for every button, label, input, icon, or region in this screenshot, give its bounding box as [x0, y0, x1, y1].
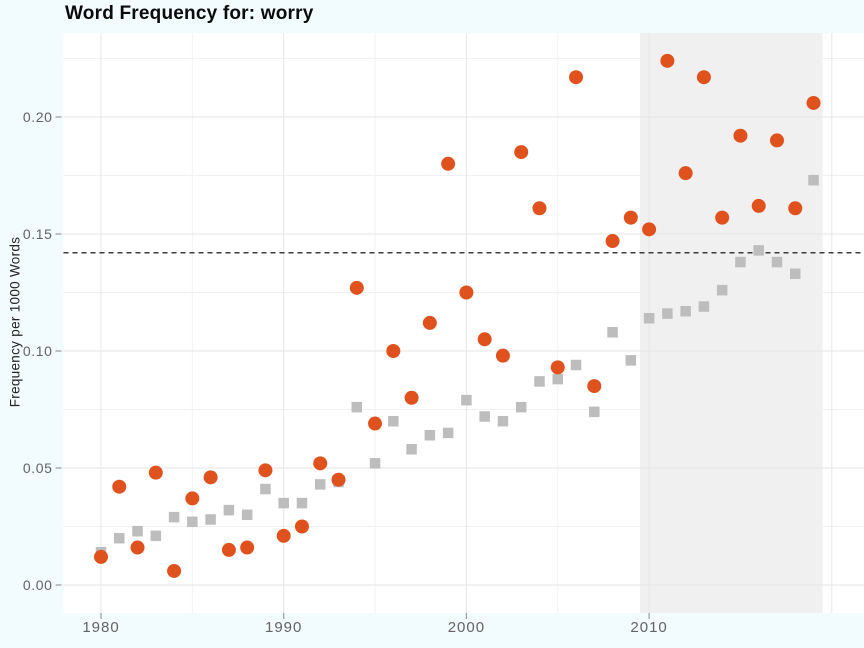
orange-circle-point [404, 390, 419, 405]
gray-square-point [132, 525, 143, 537]
orange-circle-point [185, 491, 200, 506]
y-tick-label: 0.15 [23, 226, 53, 242]
gray-square-point [351, 401, 363, 413]
orange-circle-point [696, 70, 711, 85]
orange-circle-point [258, 463, 273, 478]
gray-square-point [150, 530, 162, 542]
x-tick-label: 1980 [82, 619, 119, 636]
orange-circle-point [495, 348, 510, 363]
orange-circle-point [422, 315, 437, 330]
orange-circle-point [240, 540, 255, 555]
orange-circle-point [715, 210, 730, 225]
gray-square-point [497, 415, 509, 427]
gray-square-point [698, 301, 710, 312]
orange-circle-point [587, 379, 602, 394]
orange-circle-point [550, 360, 565, 375]
gray-square-point [278, 497, 289, 509]
gray-square-point [625, 355, 637, 366]
gray-square-point [753, 245, 764, 256]
orange-circle-point [368, 416, 383, 431]
gray-square-point [534, 376, 545, 387]
orange-circle-point [203, 470, 218, 485]
gray-square-point [552, 373, 563, 385]
orange-circle-point [349, 280, 364, 295]
orange-circle-point [532, 201, 547, 216]
x-tick-label: 1990 [265, 619, 302, 636]
orange-circle-point [769, 133, 784, 148]
y-tick-label: 0.10 [23, 343, 53, 359]
orange-circle-point [294, 519, 309, 534]
gray-square-point [314, 479, 326, 490]
orange-circle-point [313, 456, 328, 471]
plot-panel [63, 33, 864, 613]
orange-circle-point [130, 540, 145, 555]
orange-circle-point [514, 145, 529, 160]
gray-square-point [241, 509, 253, 521]
orange-circle-point [477, 332, 492, 347]
orange-circle-point [605, 234, 620, 249]
gray-square-point [735, 256, 746, 268]
orange-circle-point [167, 563, 182, 578]
x-tick-label: 2000 [448, 619, 485, 636]
gray-square-point [461, 394, 472, 406]
gray-square-point [790, 268, 801, 280]
orange-circle-point [751, 198, 766, 213]
gray-square-point [369, 458, 381, 469]
gray-square-point [114, 532, 125, 544]
gray-square-point [680, 305, 691, 317]
y-tick-label: 0.20 [23, 109, 53, 125]
orange-circle-point [441, 156, 456, 171]
chart-title: Word Frequency for: worry [65, 3, 314, 24]
gray-square-point [771, 256, 783, 268]
shaded-region [639, 33, 823, 613]
gray-square-point [808, 174, 819, 186]
y-tick-label: 0.00 [23, 577, 53, 593]
gray-square-point [662, 308, 673, 319]
orange-circle-point [459, 285, 474, 300]
y-tick-label: 0.05 [23, 460, 53, 476]
gray-square-point [607, 327, 618, 338]
gray-square-point [406, 444, 417, 455]
gray-square-point [260, 483, 271, 495]
gray-square-point [388, 415, 399, 427]
gray-square-point [205, 514, 216, 525]
gray-square-point [515, 401, 527, 413]
gray-square-point [479, 411, 490, 422]
gray-square-point [589, 406, 600, 418]
x-tick-label: 2010 [630, 619, 667, 636]
orange-circle-point [806, 95, 821, 110]
orange-circle-point [642, 222, 657, 237]
orange-circle-point [331, 472, 346, 487]
orange-circle-point [386, 344, 401, 358]
orange-circle-point [94, 549, 108, 564]
orange-circle-point [678, 166, 693, 181]
gray-square-point [570, 359, 582, 371]
gray-square-point [223, 504, 235, 516]
gray-square-point [442, 427, 454, 439]
orange-circle-point [623, 210, 638, 225]
orange-circle-point [221, 542, 236, 557]
orange-circle-point [788, 201, 803, 216]
orange-circle-point [112, 479, 127, 494]
orange-circle-point [569, 70, 584, 85]
orange-circle-point [148, 465, 163, 480]
gray-square-point [716, 284, 728, 296]
gray-square-point [296, 497, 308, 509]
orange-circle-point [276, 528, 291, 543]
gray-square-point [168, 511, 180, 523]
gray-square-point [424, 429, 436, 441]
orange-circle-point [733, 128, 748, 143]
orange-circle-point [660, 53, 675, 68]
gray-square-point [187, 516, 198, 528]
gray-square-point [643, 312, 655, 324]
